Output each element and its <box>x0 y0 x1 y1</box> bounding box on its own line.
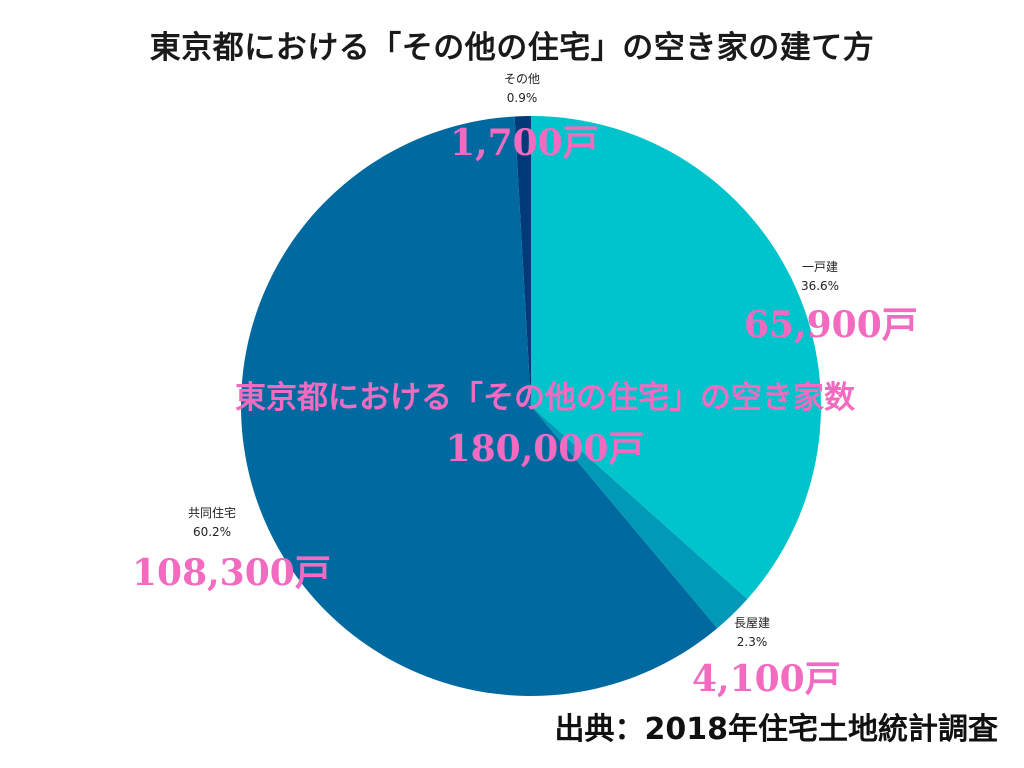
center-title: 東京都における「その他の住宅」の空き家数 <box>235 380 855 416</box>
count-label-nagayadate: 4,100戸 <box>692 658 841 700</box>
pie-slice-ikkodate <box>531 116 821 600</box>
slice-label-kyodo: 共同住宅 60.2% <box>172 504 252 542</box>
slice-percent-nagayadate: 2.3% <box>736 635 768 649</box>
slice-percent-ikkodate: 36.6% <box>800 279 840 293</box>
pie-slice-nagayadate <box>531 406 748 629</box>
pie-slice-kyodo <box>240 116 718 696</box>
slice-percent-kyodo: 60.2% <box>192 525 232 539</box>
slice-label-nagayadate: 長屋建 2.3% <box>722 614 782 652</box>
slice-name-ikkodate: 一戸建 <box>801 260 838 274</box>
slice-percent-sonota: 0.9% <box>506 91 538 105</box>
chart-title: 東京都における「その他の住宅」の空き家の建て方 <box>149 30 875 66</box>
center-total: 180,000戸 <box>445 428 645 470</box>
count-label-sonota: 1,700戸 <box>450 122 599 164</box>
slice-label-ikkodate: 一戸建 36.6% <box>790 258 850 296</box>
slice-name-nagayadate: 長屋建 <box>733 616 770 630</box>
count-label-kyodo: 108,300戸 <box>132 552 331 594</box>
slice-label-sonota: その他 0.9% <box>492 70 552 108</box>
pie-slice-sonota <box>514 115 531 406</box>
count-label-ikkodate: 65,900戸 <box>744 304 918 346</box>
slice-name-kyodo: 共同住宅 <box>187 506 236 520</box>
slice-name-sonota: その他 <box>503 72 540 86</box>
source-note: 出典：2018年住宅土地統計調査 <box>554 712 999 747</box>
